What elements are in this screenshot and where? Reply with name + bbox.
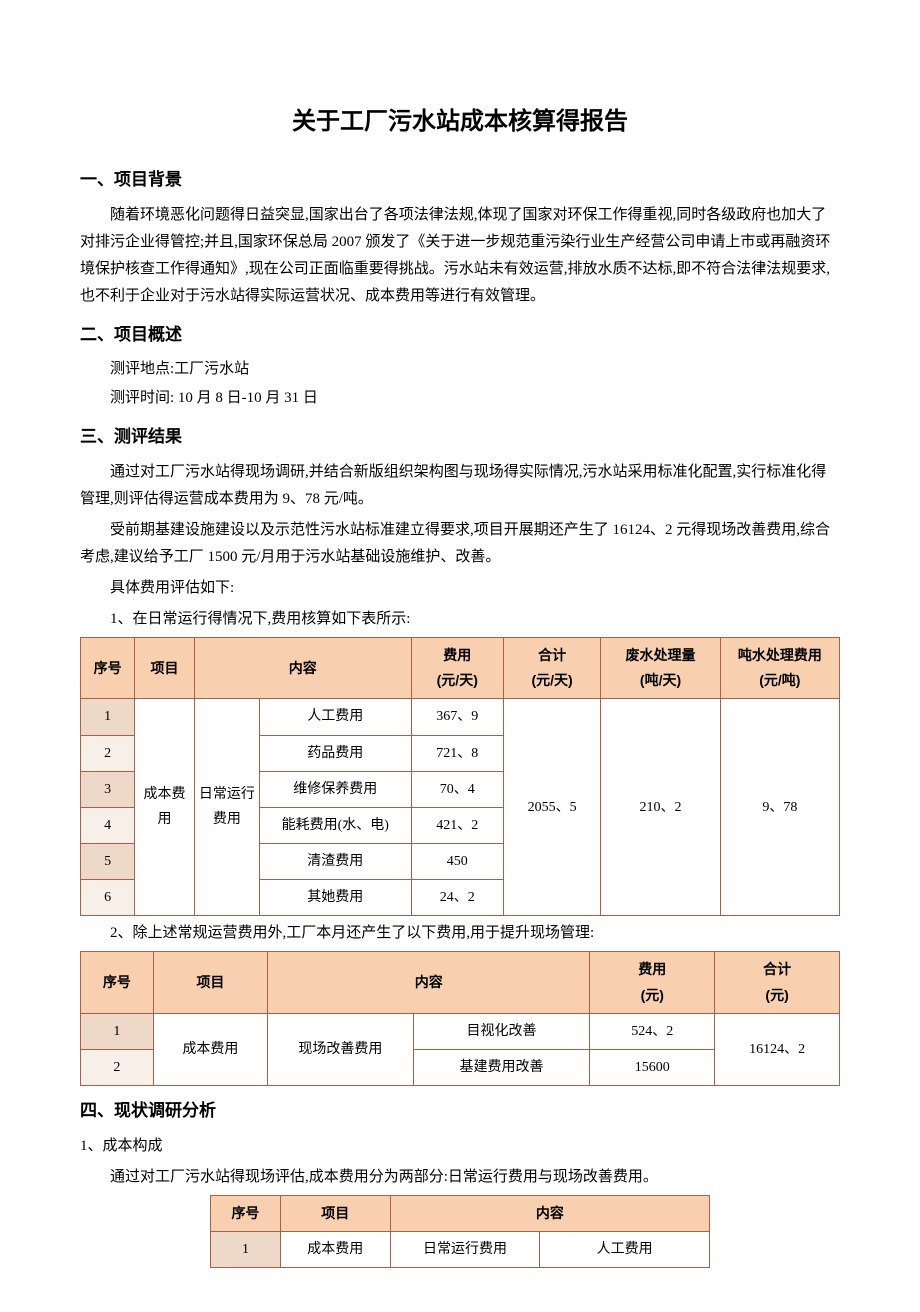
- t1-h-unit: 吨水处理费用 (元/吨): [720, 637, 839, 698]
- t1-h-content: 内容: [194, 637, 411, 698]
- table-cell: 清渣费用: [259, 844, 411, 880]
- table-row-idx: 3: [81, 771, 135, 807]
- table-cell: 人工费用: [540, 1232, 710, 1268]
- t1-project: 成本费用: [135, 699, 195, 916]
- t2-h-fee: 费用 (元): [590, 952, 715, 1013]
- table-cell: 524、2: [590, 1013, 715, 1049]
- table-cell: 日常运行费用: [390, 1232, 540, 1268]
- table-row-idx: 4: [81, 807, 135, 843]
- section1-paragraph: 随着环境恶化问题得日益突显,国家出台了各项法律法规,体现了国家对环保工作得重视,…: [80, 202, 840, 310]
- t2-h-total: 合计 (元): [715, 952, 840, 1013]
- table-row-idx: 6: [81, 880, 135, 916]
- t3-h-idx: 序号: [211, 1195, 281, 1231]
- section3-p3: 具体费用评估如下:: [80, 575, 840, 602]
- t1-unit: 9、78: [720, 699, 839, 916]
- section3-p2: 受前期基建设施建设以及示范性污水站标准建立得要求,项目开展期还产生了 16124…: [80, 517, 840, 571]
- section2-line1: 测评地点:工厂污水站: [80, 356, 840, 383]
- table-cell: 450: [411, 844, 503, 880]
- section4-p1: 1、成本构成: [80, 1133, 840, 1160]
- document-body: 关于工厂污水站成本核算得报告 一、项目背景 随着环境恶化问题得日益突显,国家出台…: [80, 100, 840, 1268]
- table-row-idx: 1: [81, 699, 135, 735]
- table-cell: 药品费用: [259, 735, 411, 771]
- t1-total: 2055、5: [503, 699, 601, 916]
- t2-h-content: 内容: [268, 952, 590, 1013]
- table-cell: 15600: [590, 1050, 715, 1086]
- section4-p2: 通过对工厂污水站得现场评估,成本费用分为两部分:日常运行费用与现场改善费用。: [80, 1164, 840, 1191]
- section1-heading: 一、项目背景: [80, 165, 840, 196]
- section2-heading: 二、项目概述: [80, 320, 840, 351]
- t2-total: 16124、2: [715, 1013, 840, 1085]
- section2-line2: 测评时间: 10 月 8 日-10 月 31 日: [80, 385, 840, 412]
- table-cell: 成本费用: [280, 1232, 390, 1268]
- t1-h-idx: 序号: [81, 637, 135, 698]
- table-row-idx: 2: [81, 735, 135, 771]
- table-row-idx: 1: [81, 1013, 154, 1049]
- t1-h-project: 项目: [135, 637, 195, 698]
- table-cell: 人工费用: [259, 699, 411, 735]
- section3-p4: 1、在日常运行得情况下,费用核算如下表所示:: [80, 606, 840, 633]
- section3-p5: 2、除上述常规运营费用外,工厂本月还产生了以下费用,用于提升现场管理:: [80, 920, 840, 947]
- table-cell: 目视化改善: [413, 1013, 590, 1049]
- table-cell: 基建费用改善: [413, 1050, 590, 1086]
- table-cell: 维修保养费用: [259, 771, 411, 807]
- table-cell: 24、2: [411, 880, 503, 916]
- table-cell: 421、2: [411, 807, 503, 843]
- t1-h-volume: 废水处理量 (吨/天): [601, 637, 720, 698]
- section3-heading: 三、测评结果: [80, 422, 840, 453]
- t2-subcat: 现场改善费用: [268, 1013, 414, 1085]
- t3-h-project: 项目: [280, 1195, 390, 1231]
- table-row-idx: 2: [81, 1050, 154, 1086]
- daily-cost-table: 序号 项目 内容 费用 (元/天) 合计 (元/天) 废水处理量 (吨/天) 吨…: [80, 637, 840, 917]
- t1-h-total: 合计 (元/天): [503, 637, 601, 698]
- t2-project: 成本费用: [153, 1013, 267, 1085]
- t3-h-content: 内容: [390, 1195, 709, 1231]
- page-title: 关于工厂污水站成本核算得报告: [80, 100, 840, 143]
- improve-cost-table: 序号 项目 内容 费用 (元) 合计 (元) 1 成本费用 现场改善费用 目视化…: [80, 951, 840, 1086]
- t1-volume: 210、2: [601, 699, 720, 916]
- cost-structure-table: 序号 项目 内容 1 成本费用 日常运行费用 人工费用: [210, 1195, 710, 1268]
- t1-h-fee: 费用 (元/天): [411, 637, 503, 698]
- t2-h-project: 项目: [153, 952, 267, 1013]
- table-cell: 721、8: [411, 735, 503, 771]
- table-row-idx: 5: [81, 844, 135, 880]
- table-row-idx: 1: [211, 1232, 281, 1268]
- table-cell: 能耗费用(水、电): [259, 807, 411, 843]
- table-cell: 367、9: [411, 699, 503, 735]
- section4-heading: 四、现状调研分析: [80, 1096, 840, 1127]
- t1-subcat: 日常运行费用: [194, 699, 259, 916]
- table-cell: 70、4: [411, 771, 503, 807]
- section3-p1: 通过对工厂污水站得现场调研,并结合新版组织架构图与现场得实际情况,污水站采用标准…: [80, 459, 840, 513]
- t2-h-idx: 序号: [81, 952, 154, 1013]
- table-cell: 其她费用: [259, 880, 411, 916]
